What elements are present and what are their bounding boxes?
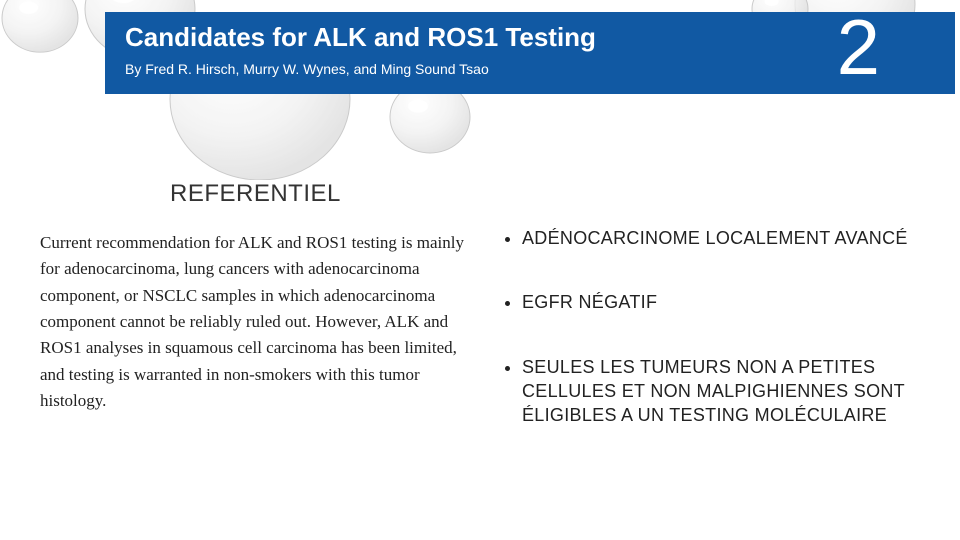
chapter-number: 2	[837, 2, 880, 93]
list-item: ADÉNOCARCINOME LOCALEMENT AVANCÉ	[522, 226, 940, 250]
chapter-header: Candidates for ALK and ROS1 Testing By F…	[105, 12, 955, 94]
section-title: REFERENTIEL	[170, 180, 341, 208]
chapter-authors: By Fred R. Hirsch, Murry W. Wynes, and M…	[125, 53, 955, 77]
recommendation-paragraph: Current recommendation for ALK and ROS1 …	[40, 230, 470, 414]
chapter-title: Candidates for ALK and ROS1 Testing	[125, 12, 955, 53]
criteria-list: ADÉNOCARCINOME LOCALEMENT AVANCÉ EGFR NÉ…	[500, 226, 940, 467]
list-item: EGFR NÉGATIF	[522, 290, 940, 314]
list-item: SEULES LES TUMEURS NON A PETITES CELLULE…	[522, 355, 940, 428]
